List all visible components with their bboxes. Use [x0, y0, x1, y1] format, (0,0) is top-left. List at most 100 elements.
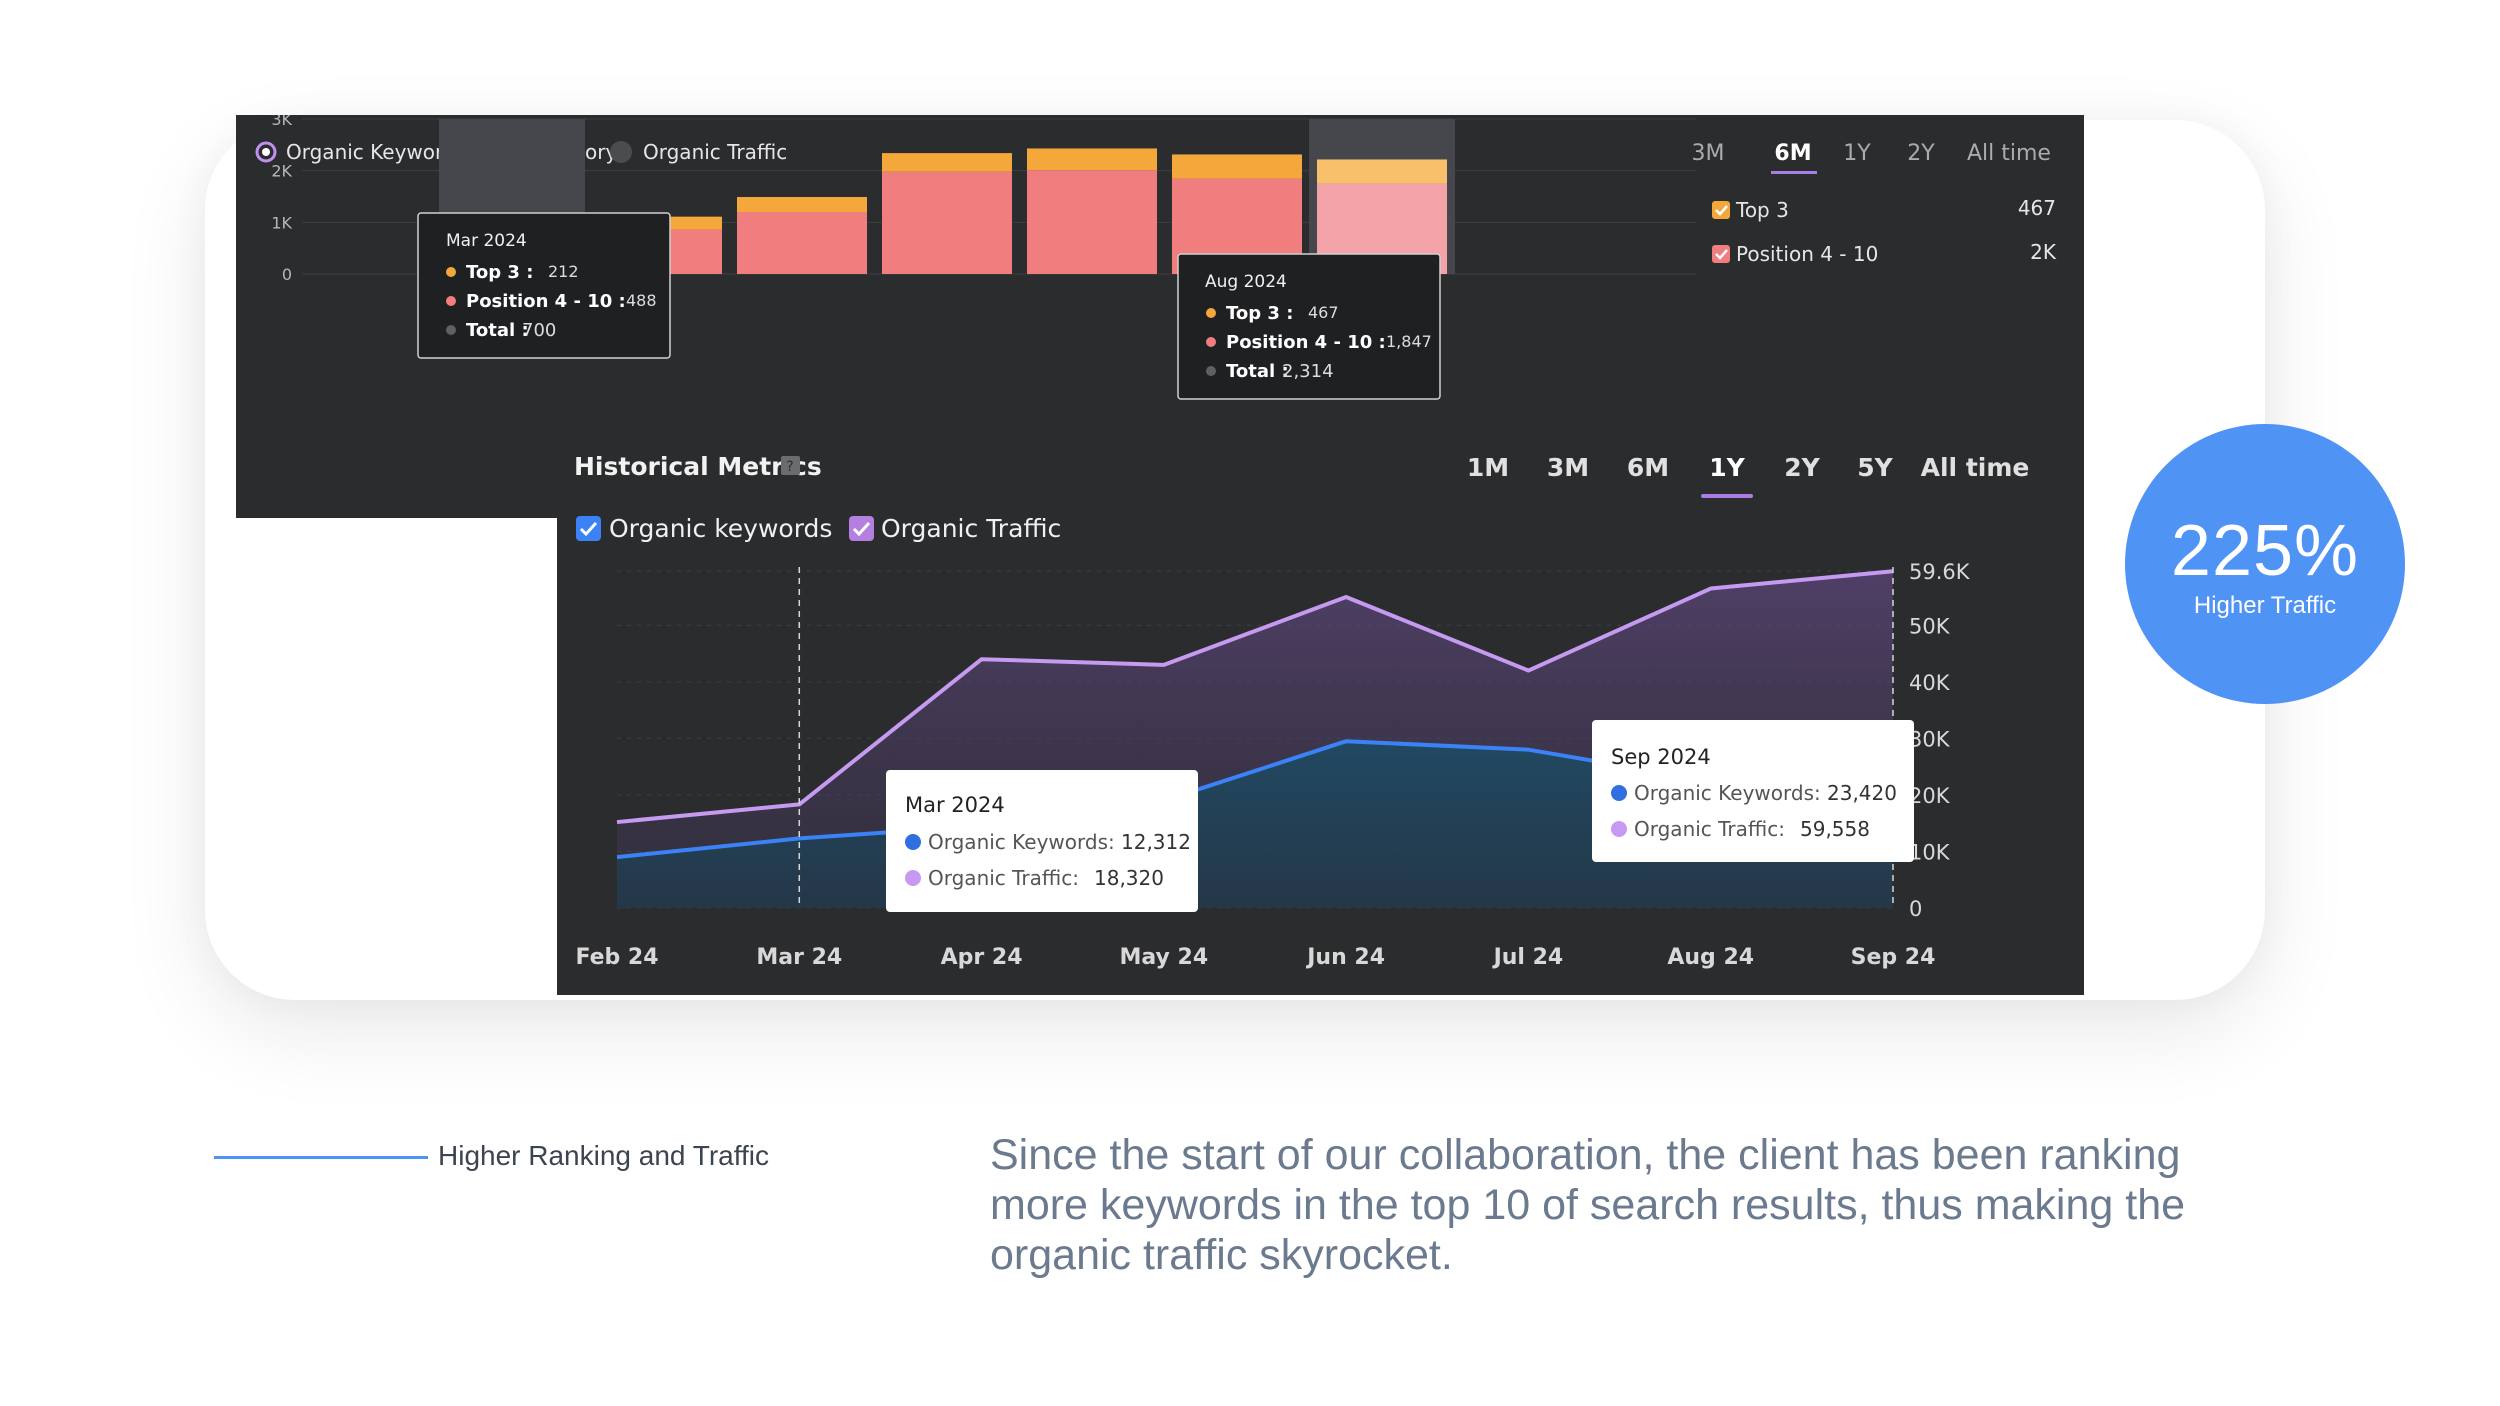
tooltip-value: 1,847 — [1386, 332, 1432, 351]
tooltip-box — [417, 212, 671, 359]
tooltip-label: Top 3 : — [1226, 303, 1293, 324]
bottom-x-tick-label: Feb 24 — [575, 945, 658, 970]
top-y-tick-label: 3K — [271, 115, 292, 129]
tooltip-value: 2,314 — [1282, 361, 1334, 382]
tooltip-box — [1177, 253, 1441, 400]
side-legend-position-value: 2K — [2030, 240, 2057, 264]
range-tab-1y[interactable]: 1Y — [1843, 141, 1871, 166]
top-bar-top3 — [1027, 148, 1157, 171]
series-checkboxes: Organic keywords Organic Traffic — [576, 514, 1061, 543]
active-range-underline — [1701, 494, 1753, 498]
tooltip-dot — [446, 296, 456, 306]
top-side-legend: Top 3 467 Position 4 - 10 2K — [1712, 196, 2057, 266]
range-tab-3m[interactable]: 3M — [1692, 141, 1725, 166]
tooltip-label: Position 4 - 10 : — [466, 291, 626, 312]
range-tab-1y[interactable]: 1Y — [1709, 453, 1745, 482]
bottom-y-tick-label: 20K — [1909, 784, 1951, 808]
tooltip-dot — [446, 267, 456, 277]
legend-radio-unselected-icon[interactable] — [610, 141, 632, 163]
caption-description: Since the start of our collaboration, th… — [990, 1131, 2186, 1279]
tooltip-value: 12,312 — [1121, 830, 1191, 854]
range-tab-2y[interactable]: 2Y — [1784, 453, 1820, 482]
tooltip-label: Total : — [1226, 361, 1289, 382]
tooltip-value: 59,558 — [1800, 817, 1870, 841]
tooltip-dot — [1206, 366, 1216, 376]
tooltip-dot — [446, 325, 456, 335]
organic-keywords-checkbox-icon[interactable] — [576, 516, 601, 541]
help-icon-glyph: ? — [786, 459, 793, 475]
legend-radio-selected-dot — [262, 148, 270, 156]
help-icon[interactable] — [781, 456, 800, 475]
tooltip-dot — [1206, 308, 1216, 318]
organic-traffic-checkbox-icon[interactable] — [849, 516, 874, 541]
bottom-x-tick-label: Apr 24 — [941, 945, 1023, 970]
traffic-increase-badge: 225% Higher Traffic — [2125, 424, 2405, 704]
top-bar-top3 — [1317, 159, 1447, 184]
organic-traffic-check-mark — [852, 521, 871, 537]
side-legend-position-label: Position 4 - 10 — [1736, 242, 1878, 266]
tooltip-title: Aug 2024 — [1205, 272, 1287, 292]
top-bar-top3 — [1172, 154, 1302, 179]
side-legend-top3-label: Top 3 — [1735, 198, 1789, 222]
top-bar-position-4-10 — [1027, 170, 1157, 274]
bottom-y-tick-label: 30K — [1909, 727, 1951, 751]
top-y-tick-label: 1K — [271, 213, 292, 232]
tooltip-title: Mar 2024 — [905, 793, 1005, 817]
bottom-y-tick-label: 50K — [1909, 614, 1951, 638]
tooltip-value: 467 — [1308, 303, 1339, 322]
bottom-x-tick-label: Sep 24 — [1851, 945, 1936, 970]
range-tab-5y[interactable]: 5Y — [1857, 453, 1893, 482]
bottom-axes: 0 10K 20K 30K 40K 50K 59.6K Feb 24 Mar 24 Apr 24 M… — [575, 560, 1970, 970]
tooltip-title: Sep 2024 — [1611, 745, 1711, 769]
tooltip-dot — [1611, 821, 1627, 837]
legend-radio-selected-icon[interactable] — [255, 141, 277, 163]
tooltip-dot — [905, 870, 921, 886]
legend-organic-traffic[interactable]: Organic Traffic — [643, 140, 787, 164]
caption-divider — [214, 1156, 428, 1159]
bottom-x-tick-label: Jun 24 — [1305, 945, 1385, 970]
tooltip-value: 488 — [626, 291, 657, 310]
organic-keywords-check-mark — [579, 521, 598, 537]
range-tab-3m[interactable]: 3M — [1547, 453, 1589, 482]
range-tab-6m[interactable]: 6M — [1627, 453, 1669, 482]
range-tab-all-time[interactable]: All time — [1921, 453, 2030, 482]
tooltip-label: Organic Traffic: — [928, 866, 1079, 890]
tooltip-value: 212 — [548, 262, 579, 281]
organic-traffic-label[interactable]: Organic Traffic — [881, 514, 1061, 543]
bottom-y-tick-label: 40K — [1909, 671, 1951, 695]
position-check-mark — [1715, 249, 1728, 260]
range-tab-1m[interactable]: 1M — [1467, 453, 1509, 482]
tooltip-label: Organic Keywords: — [1634, 781, 1821, 805]
range-tab-6m[interactable]: 6M — [1774, 141, 1811, 166]
caption-label: Higher Ranking and Traffic — [438, 1140, 769, 1171]
tooltip-label: Position 4 - 10 : — [1226, 332, 1386, 353]
position-checkbox-icon[interactable] — [1712, 245, 1730, 263]
bottom-tooltip-sep: Sep 2024 Organic Keywords: 23,420 Organi… — [1592, 720, 1914, 862]
badge-value: 225% — [2170, 511, 2360, 591]
bottom-y-tick-label: 10K — [1909, 840, 1951, 864]
bottom-x-tick-label: Aug 24 — [1667, 945, 1754, 970]
tooltip-label: Top 3 : — [466, 262, 533, 283]
organic-keywords-label[interactable]: Organic keywords — [609, 514, 832, 543]
top3-check-mark — [1715, 205, 1728, 216]
range-tab-all-time[interactable]: All time — [1967, 141, 2051, 166]
top3-checkbox-icon[interactable] — [1712, 201, 1730, 219]
top-bar-position-4-10 — [737, 212, 867, 274]
top-bar-top3 — [882, 153, 1012, 172]
top-bar-position-4-10 — [882, 171, 1012, 274]
tooltip-label: Organic Keywords: — [928, 830, 1115, 854]
tooltip-value: 23,420 — [1827, 781, 1897, 805]
historical-metrics-chart: Historical Metrics ? 1M 3M 6M 1Y 2Y 5Y A… — [574, 452, 2030, 970]
bottom-y-tick-label: 59.6K — [1909, 560, 1971, 584]
badge-label: Higher Traffic — [2193, 592, 2337, 619]
historical-metrics-title: Historical Metrics — [574, 452, 822, 481]
keyword-position-history-panel: Organic Keyword Position History Organic… — [236, 110, 2084, 518]
bottom-tooltip-mar: Mar 2024 Organic Keywords: 12,312 Organi… — [886, 770, 1198, 912]
top-bar-top3 — [737, 197, 867, 212]
bottom-x-tick-label: May 24 — [1120, 945, 1209, 970]
active-range-underline — [1771, 171, 1817, 174]
tooltip-dot — [1206, 337, 1216, 347]
tooltip-value: 700 — [522, 320, 556, 341]
top-tooltip-mar: Mar 2024 Top 3 : 212 Position 4 - 10 : 4… — [417, 212, 671, 359]
range-tab-2y[interactable]: 2Y — [1907, 141, 1935, 166]
